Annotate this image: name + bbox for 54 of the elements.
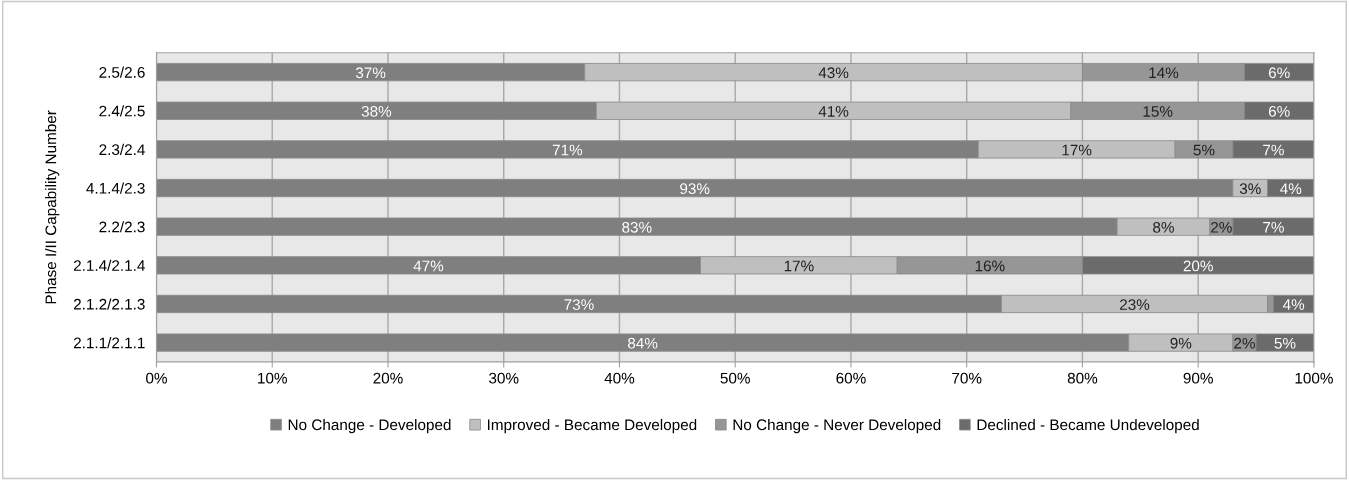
legend-label: No Change - Never Developed <box>733 418 941 434</box>
data-label: 4% <box>1280 183 1302 195</box>
x-tick-label: 10% <box>258 372 287 384</box>
y-tick-label: 2.3/2.4 <box>99 143 145 156</box>
y-tick-label: 2.5/2.6 <box>99 66 145 78</box>
data-label: 73% <box>564 299 594 310</box>
data-label: 14% <box>1149 67 1179 79</box>
data-label: 7% <box>1263 221 1284 233</box>
data-label: 6% <box>1268 105 1290 117</box>
y-tick-label: 2.2/2.3 <box>99 221 145 233</box>
data-label: 7% <box>1263 144 1284 156</box>
y-tick-label: 2.1.2/2.1.3 <box>73 298 145 310</box>
data-label: 8% <box>1153 221 1174 233</box>
data-label: 71% <box>552 144 583 156</box>
data-label: 5% <box>1274 337 1296 349</box>
data-label: 41% <box>818 106 849 117</box>
data-label: 23% <box>1120 299 1150 310</box>
y-tick-label: 2.4/2.5 <box>99 105 145 117</box>
data-label: 83% <box>622 221 652 233</box>
data-label: 38% <box>361 105 392 117</box>
data-label: 2% <box>1211 221 1232 233</box>
y-axis-title: Phase I/II Capability Number <box>45 110 60 304</box>
data-label: 43% <box>818 67 849 79</box>
x-tick-label: 30% <box>489 372 519 384</box>
legend-label: Improved - Became Developed <box>487 418 697 434</box>
x-tick-label: 40% <box>604 372 635 384</box>
y-tick-label: 2.1.1/2.1.1 <box>73 337 145 349</box>
data-label: 17% <box>1062 144 1092 156</box>
data-label: 4% <box>1282 299 1305 310</box>
data-label: 5% <box>1193 144 1215 156</box>
data-label: 2% <box>1234 337 1255 349</box>
data-label: 9% <box>1170 337 1192 349</box>
data-label: 20% <box>1183 260 1213 272</box>
data-label: 84% <box>627 337 658 349</box>
x-tick-label: 50% <box>720 372 750 384</box>
x-tick-label: 80% <box>1067 372 1098 384</box>
y-tick-label: 2.1.4/2.1.4 <box>73 259 145 272</box>
x-tick-label: 70% <box>952 372 982 384</box>
data-label: 6% <box>1268 67 1290 79</box>
data-label: 15% <box>1143 106 1173 117</box>
data-label: 3% <box>1239 183 1261 195</box>
x-tick-label: 0% <box>146 372 167 384</box>
data-label: 93% <box>680 183 710 195</box>
legend-label: Declined - Became Undeveloped <box>977 418 1199 434</box>
legend-label: No Change - Developed <box>288 418 451 434</box>
data-label: 16% <box>975 260 1005 272</box>
data-label: 17% <box>784 260 814 272</box>
x-tick-label: 20% <box>373 372 403 384</box>
data-label: 37% <box>355 67 386 79</box>
data-label: 47% <box>413 260 444 272</box>
x-tick-label: 100% <box>1295 372 1333 384</box>
y-tick-label: 4.1.4/2.3 <box>86 182 145 194</box>
x-tick-label: 60% <box>836 372 866 384</box>
x-tick-label: 90% <box>1183 372 1213 384</box>
